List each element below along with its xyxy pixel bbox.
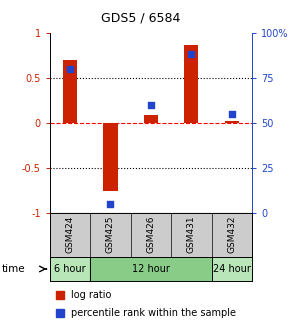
Point: [189, 52, 194, 57]
Text: GSM424: GSM424: [66, 216, 74, 253]
Text: 12 hour: 12 hour: [132, 264, 170, 274]
Text: GSM431: GSM431: [187, 216, 196, 253]
Point: [229, 111, 234, 116]
Bar: [184, 45, 198, 123]
Text: 24 hour: 24 hour: [213, 264, 251, 274]
Point: [149, 102, 153, 107]
Point: [68, 66, 72, 71]
Text: GSM432: GSM432: [227, 216, 236, 253]
Bar: [103, 123, 117, 191]
Text: log ratio: log ratio: [71, 290, 112, 300]
Bar: [225, 121, 239, 123]
Bar: [144, 115, 158, 123]
Text: percentile rank within the sample: percentile rank within the sample: [71, 308, 236, 318]
Text: GSM425: GSM425: [106, 216, 115, 253]
Text: GSM426: GSM426: [146, 216, 155, 253]
Point: [108, 201, 113, 206]
Text: GDS5 / 6584: GDS5 / 6584: [101, 11, 180, 25]
Text: time: time: [1, 264, 25, 274]
Bar: [63, 60, 77, 123]
Text: 6 hour: 6 hour: [54, 264, 86, 274]
